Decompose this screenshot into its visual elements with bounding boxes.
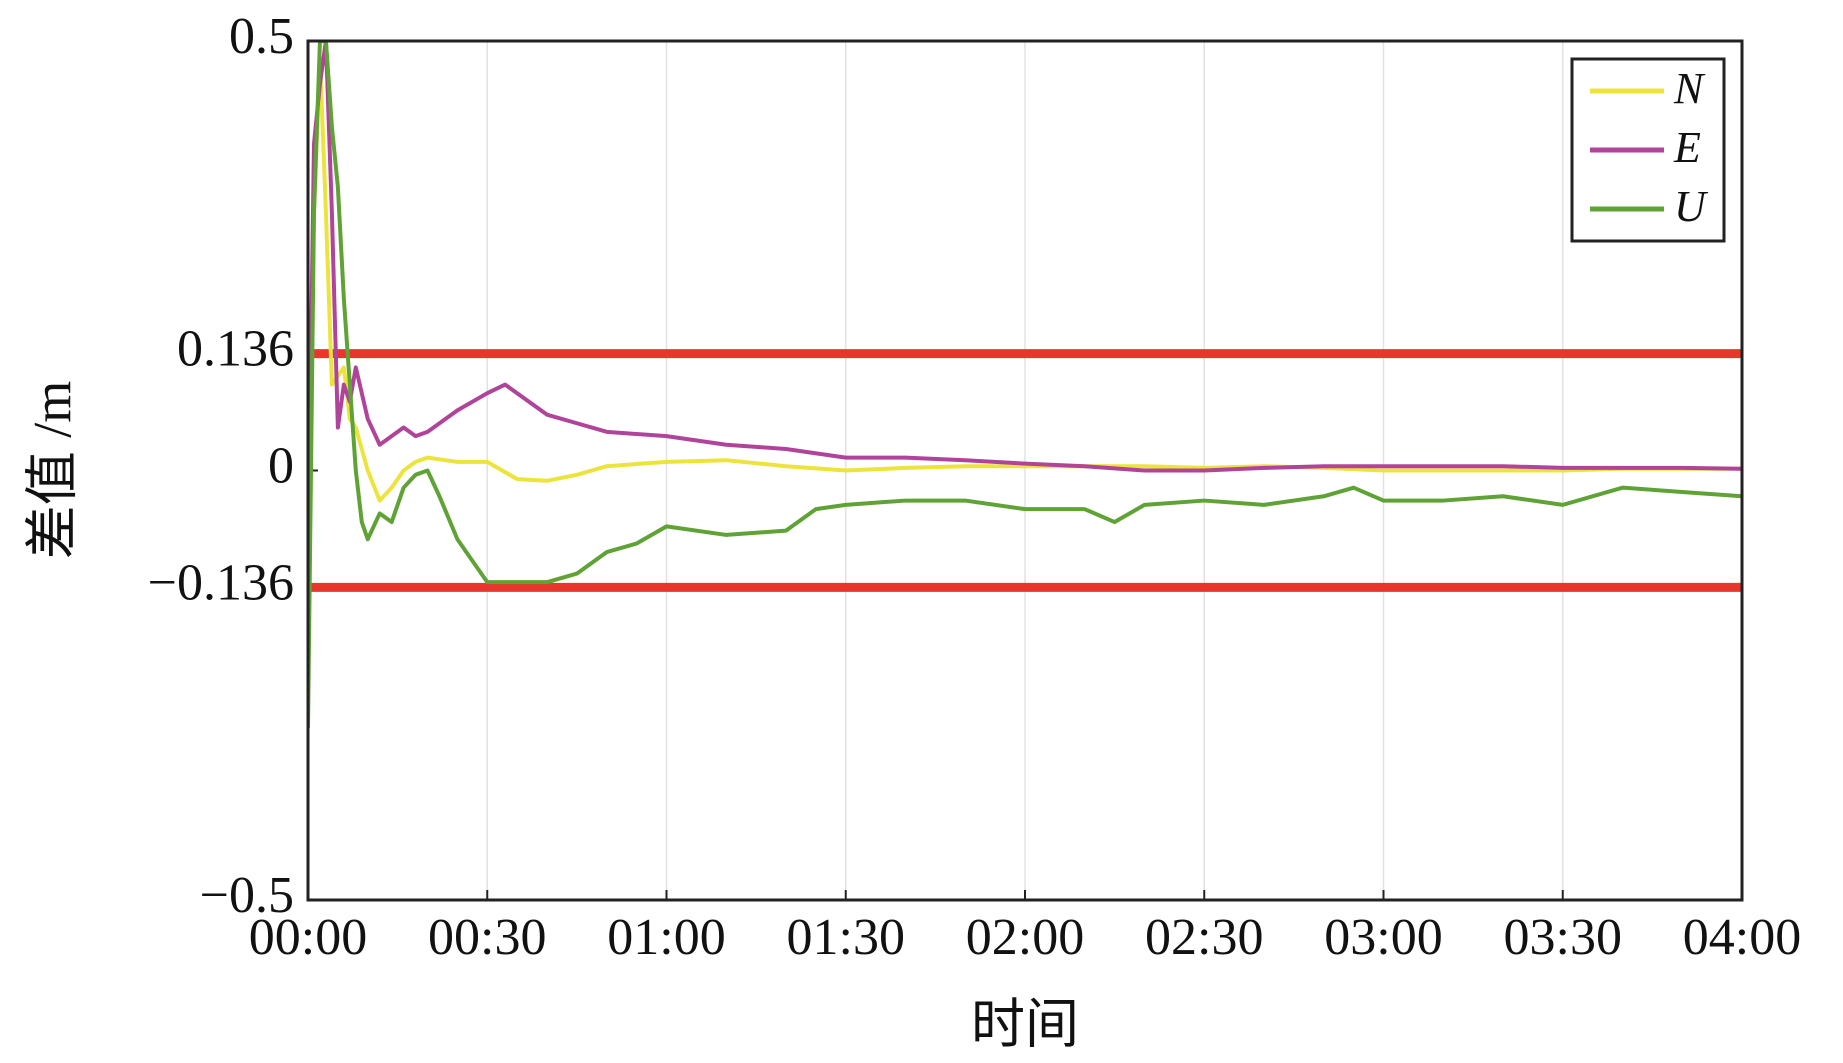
line-series: [308, 41, 1742, 729]
y-tick-label: −0.5: [200, 867, 294, 924]
x-tick-label: 04:00: [1683, 909, 1801, 966]
y-tick-label: −0.136: [148, 554, 294, 611]
x-tick-label: 02:00: [966, 909, 1084, 966]
x-tick-label: 03:30: [1504, 909, 1622, 966]
plot-area: [308, 41, 1742, 729]
legend-label: N: [1673, 64, 1706, 113]
legend-label: U: [1674, 182, 1709, 231]
y-tick-label: 0.136: [177, 321, 294, 378]
x-tick-label: 02:30: [1145, 909, 1263, 966]
x-axis-title: 时间: [971, 994, 1079, 1054]
y-tick-label: 0: [268, 437, 294, 494]
y-tick-label: 0.5: [229, 8, 294, 65]
y-axis-title: 差值 /m: [22, 381, 82, 560]
x-tick-label: 01:00: [607, 909, 725, 966]
legend-label: E: [1673, 123, 1701, 172]
x-tick-label: 00:00: [249, 909, 367, 966]
x-tick-label: 01:30: [787, 909, 905, 966]
line-series: [308, 41, 1742, 557]
x-tick-label: 00:30: [428, 909, 546, 966]
x-tick-label: 03:00: [1324, 909, 1442, 966]
plot-frame: [306, 39, 1744, 902]
